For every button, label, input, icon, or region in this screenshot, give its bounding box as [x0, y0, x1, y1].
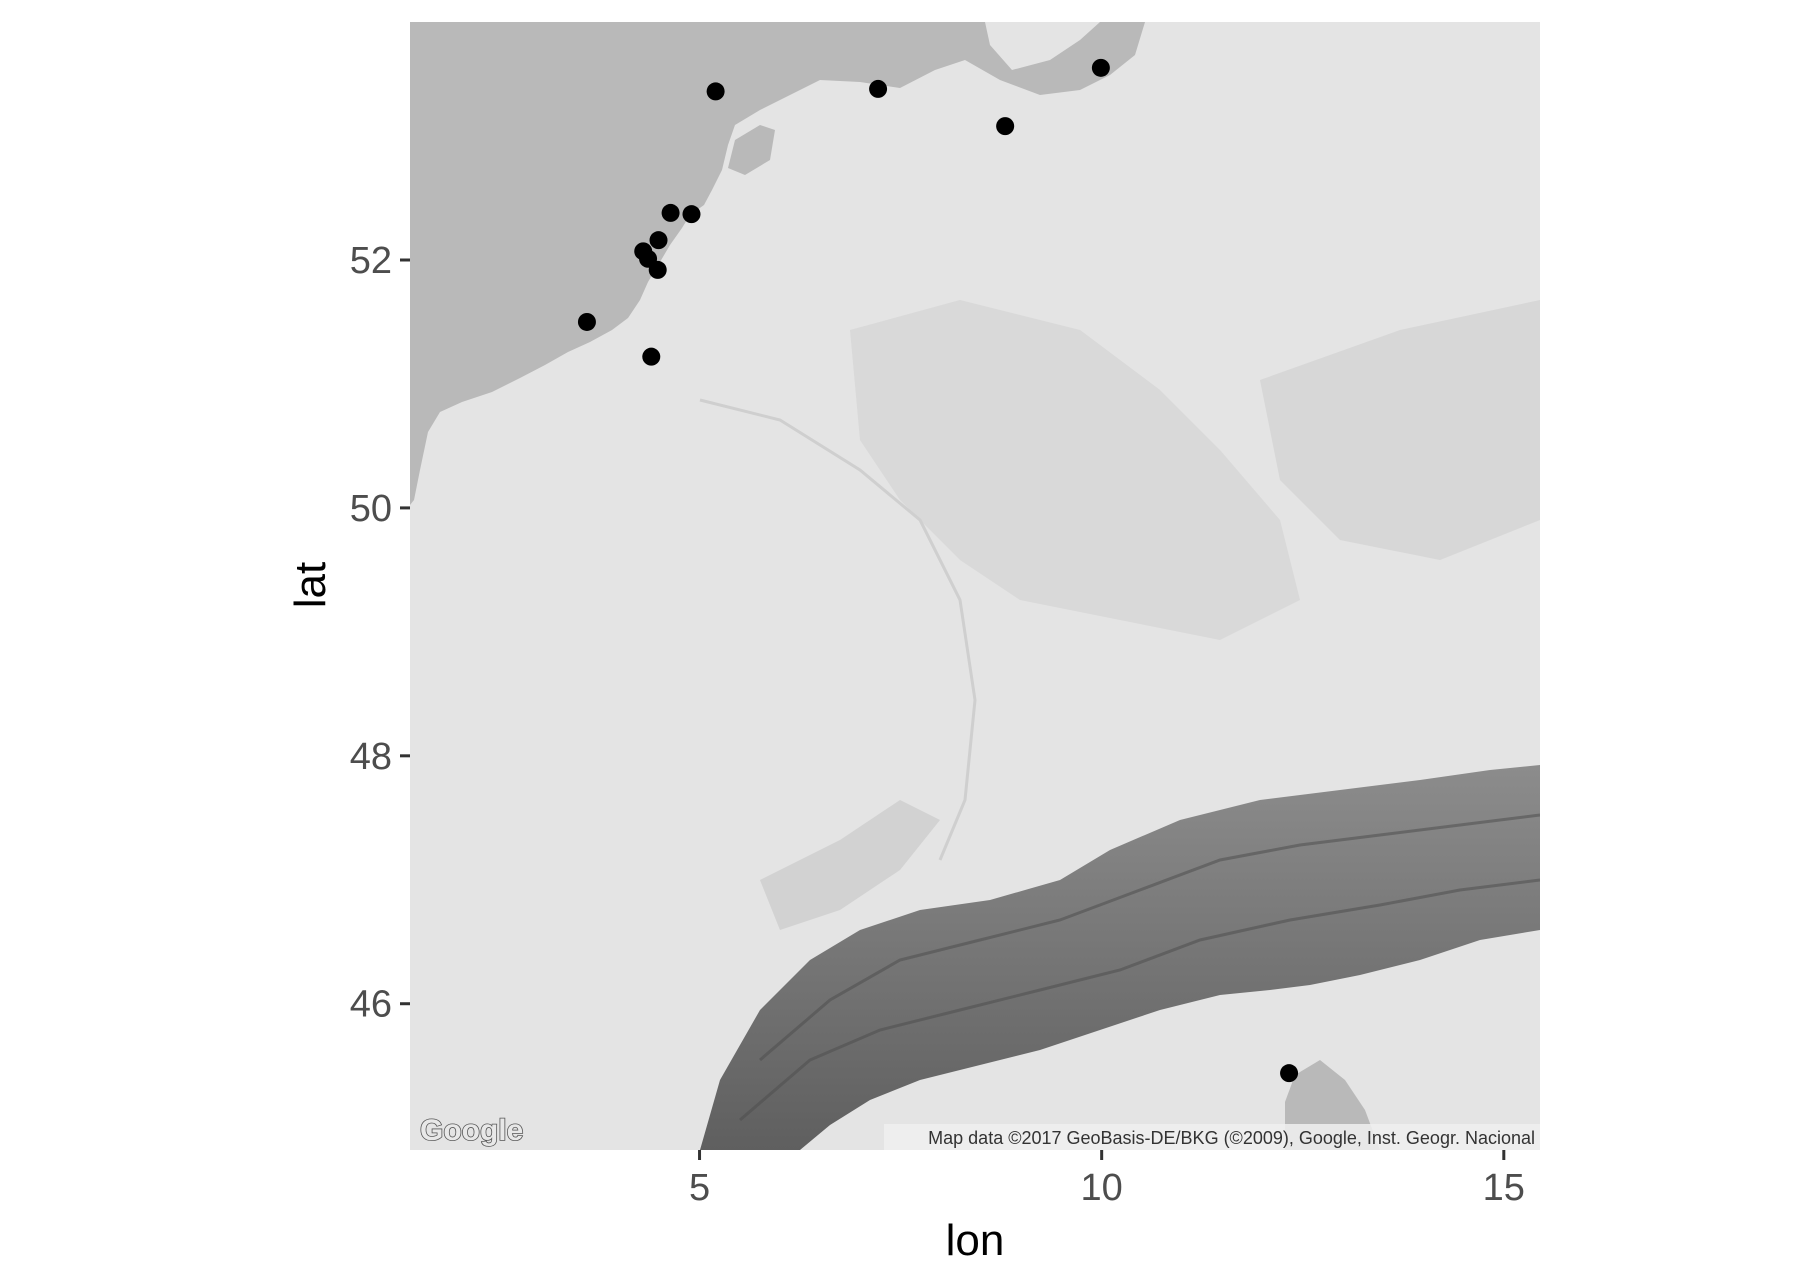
- y-axis: 46 48 50 52: [350, 240, 410, 1026]
- x-tick-label: 15: [1483, 1167, 1525, 1209]
- y-tick-label: 48: [350, 736, 392, 778]
- rhine-river: [699, 398, 977, 861]
- data-point: [706, 82, 725, 101]
- google-logo: Google: [420, 1114, 523, 1147]
- x-axis: 5 10 15: [689, 1150, 1525, 1209]
- uplands-shade: [850, 300, 1300, 640]
- data-point: [996, 117, 1015, 136]
- x-tick-label: 10: [1081, 1167, 1123, 1209]
- map-panel: Google Map data ©2017 GeoBasis-DE/BKG (©…: [410, 22, 1540, 1150]
- alps-ridges: [739, 813, 1540, 1122]
- data-point: [1280, 1064, 1299, 1083]
- data-point: [642, 347, 661, 366]
- y-tick-label: 52: [350, 240, 392, 282]
- data-point: [577, 312, 596, 331]
- x-tick-label: 5: [689, 1167, 710, 1209]
- data-point: [661, 203, 680, 222]
- inland-lake: [728, 125, 775, 175]
- y-tick-label: 46: [350, 984, 392, 1026]
- data-point: [648, 260, 667, 279]
- x-axis-title: lon: [946, 1216, 1005, 1265]
- attribution-box: [884, 1124, 1540, 1150]
- data-point: [682, 205, 701, 224]
- points-layer: [577, 58, 1299, 1083]
- jura-shade: [760, 800, 940, 930]
- po-valley: [860, 1040, 1290, 1150]
- uplands-shade-2: [1260, 300, 1540, 560]
- map-attribution: Map data ©2017 GeoBasis-DE/BKG (©2009), …: [928, 1128, 1535, 1148]
- north-sea: [410, 22, 1145, 505]
- data-point: [649, 231, 668, 250]
- data-point: [1091, 58, 1110, 77]
- y-tick-label: 50: [350, 488, 392, 530]
- data-point: [869, 79, 888, 98]
- alps: [700, 765, 1540, 1150]
- y-axis-title: lat: [286, 562, 335, 608]
